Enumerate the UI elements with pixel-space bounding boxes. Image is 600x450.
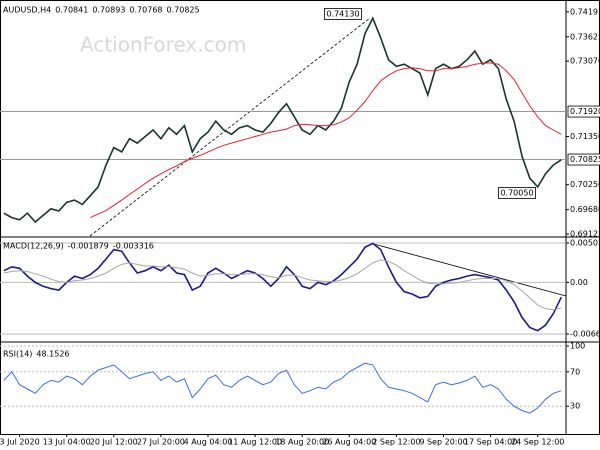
panel-header: 48.1526 <box>36 350 69 359</box>
x-tick-label: 20 Jul 12:00 <box>90 438 138 447</box>
level-label: 0.70825 <box>570 155 600 164</box>
x-tick-label: 9 Sep 20:00 <box>419 438 467 447</box>
y-tick-label: 0.005052 <box>570 239 600 248</box>
x-tick-label: 17 Sep 04:00 <box>464 438 517 447</box>
y-tick-label: 0.74195 <box>570 7 600 16</box>
panel-header: 0.70841 <box>55 6 88 15</box>
x-tick-label: 27 Jul 20:00 <box>137 438 185 447</box>
annotation-box <box>324 8 362 20</box>
y-tick-label: -0.006629 <box>570 330 600 339</box>
x-tick-label: 4 Aug 04:00 <box>184 438 233 447</box>
level-label-box <box>567 153 600 166</box>
trend-line <box>89 17 371 237</box>
panel-header: 0.70893 <box>92 6 125 15</box>
y-tick-label: 0.71350 <box>570 132 600 141</box>
y-tick-label: 0.00 <box>570 278 588 287</box>
macd-trend-line <box>369 242 567 297</box>
panel-header: RSI(14) <box>3 350 32 359</box>
annotation-box <box>498 187 536 199</box>
x-tick-label: 3 Jul 2020 <box>0 438 40 447</box>
level-label-box <box>567 105 600 118</box>
y-tick-label: 0.70250 <box>570 180 600 189</box>
y-tick-label: 30 <box>570 402 580 411</box>
y-tick-label: 70 <box>570 367 580 376</box>
panel-header: AUDUSD,H4 <box>3 6 51 15</box>
level-label: 0.71920 <box>570 107 600 116</box>
annotation: 0.70050 <box>500 189 533 198</box>
y-tick-label: 100 <box>570 342 585 351</box>
series-line <box>90 62 562 219</box>
x-tick-label: 18 Aug 20:00 <box>275 438 329 447</box>
panel-header: -0.003316 <box>113 242 154 251</box>
series-line <box>3 259 562 311</box>
watermark: ActionForex.com <box>80 33 246 57</box>
x-tick-label: 13 Jul 04:00 <box>43 438 91 447</box>
annotation: 0.74130 <box>326 10 359 19</box>
series-line <box>3 362 562 414</box>
y-tick-label: 0.73625 <box>570 32 600 41</box>
series-line <box>3 16 562 224</box>
x-tick-label: 11 Aug 12:00 <box>228 438 282 447</box>
y-tick-label: 0.73070 <box>570 57 600 66</box>
series-line <box>3 242 563 332</box>
panel-header: 0.70825 <box>167 6 200 15</box>
x-tick-label: 2 Sep 12:00 <box>372 438 420 447</box>
x-tick-label: 24 Sep 12:00 <box>511 438 564 447</box>
y-tick-label: 0.69680 <box>570 205 600 214</box>
panel-header: 0.70768 <box>129 6 162 15</box>
panel-header: -0.001879 <box>68 242 109 251</box>
x-tick-label: 26 Aug 04:00 <box>322 438 376 447</box>
panel-header: MACD(12,26,9) <box>3 242 64 251</box>
y-tick-label: 0.69125 <box>570 230 600 239</box>
